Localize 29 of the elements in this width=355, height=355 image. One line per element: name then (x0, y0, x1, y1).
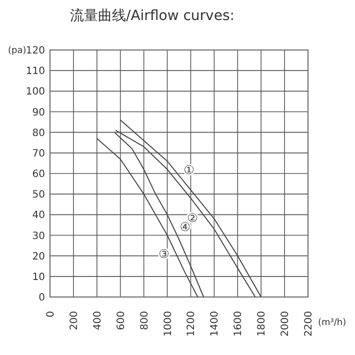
x-tick-label: 600 (116, 311, 127, 330)
x-tick-label: 1400 (210, 311, 221, 336)
y-tick-label: 0 (38, 292, 45, 304)
x-tick-label: 1600 (233, 311, 244, 336)
chart-title: 流量曲线/Airflow curves: (70, 8, 234, 24)
y-tick-label: 110 (26, 66, 45, 78)
y-tick-label: 90 (32, 107, 45, 118)
x-tick-label: 1800 (256, 311, 268, 336)
y-tick-label: 30 (32, 230, 45, 242)
y-tick-label: 10 (32, 272, 45, 283)
y-tick-label: 40 (32, 210, 45, 222)
x-axis-title: (m³/h) (318, 318, 346, 328)
y-tick-label: 60 (32, 169, 45, 180)
y-tick-label: 20 (32, 251, 45, 262)
x-tick-label: 400 (92, 311, 104, 330)
x-tick-label: 0 (46, 311, 56, 318)
x-tick-label: 1200 (186, 311, 198, 336)
x-tick-label: 2000 (280, 311, 292, 336)
x-tick-label: 2200 (304, 311, 314, 336)
y-tick-label: 70 (32, 148, 45, 160)
y-tick-label: 120 (26, 46, 45, 56)
y-tick-label: 80 (32, 128, 45, 139)
y-axis-title: (pa) (8, 46, 26, 56)
x-tick-label: 800 (139, 311, 150, 330)
y-tick-label: 50 (32, 190, 45, 201)
x-tick-label: 200 (68, 311, 80, 330)
y-tick-label: 100 (26, 86, 45, 98)
series-label: ④ (180, 220, 191, 234)
x-tick-label: 1000 (162, 311, 174, 336)
